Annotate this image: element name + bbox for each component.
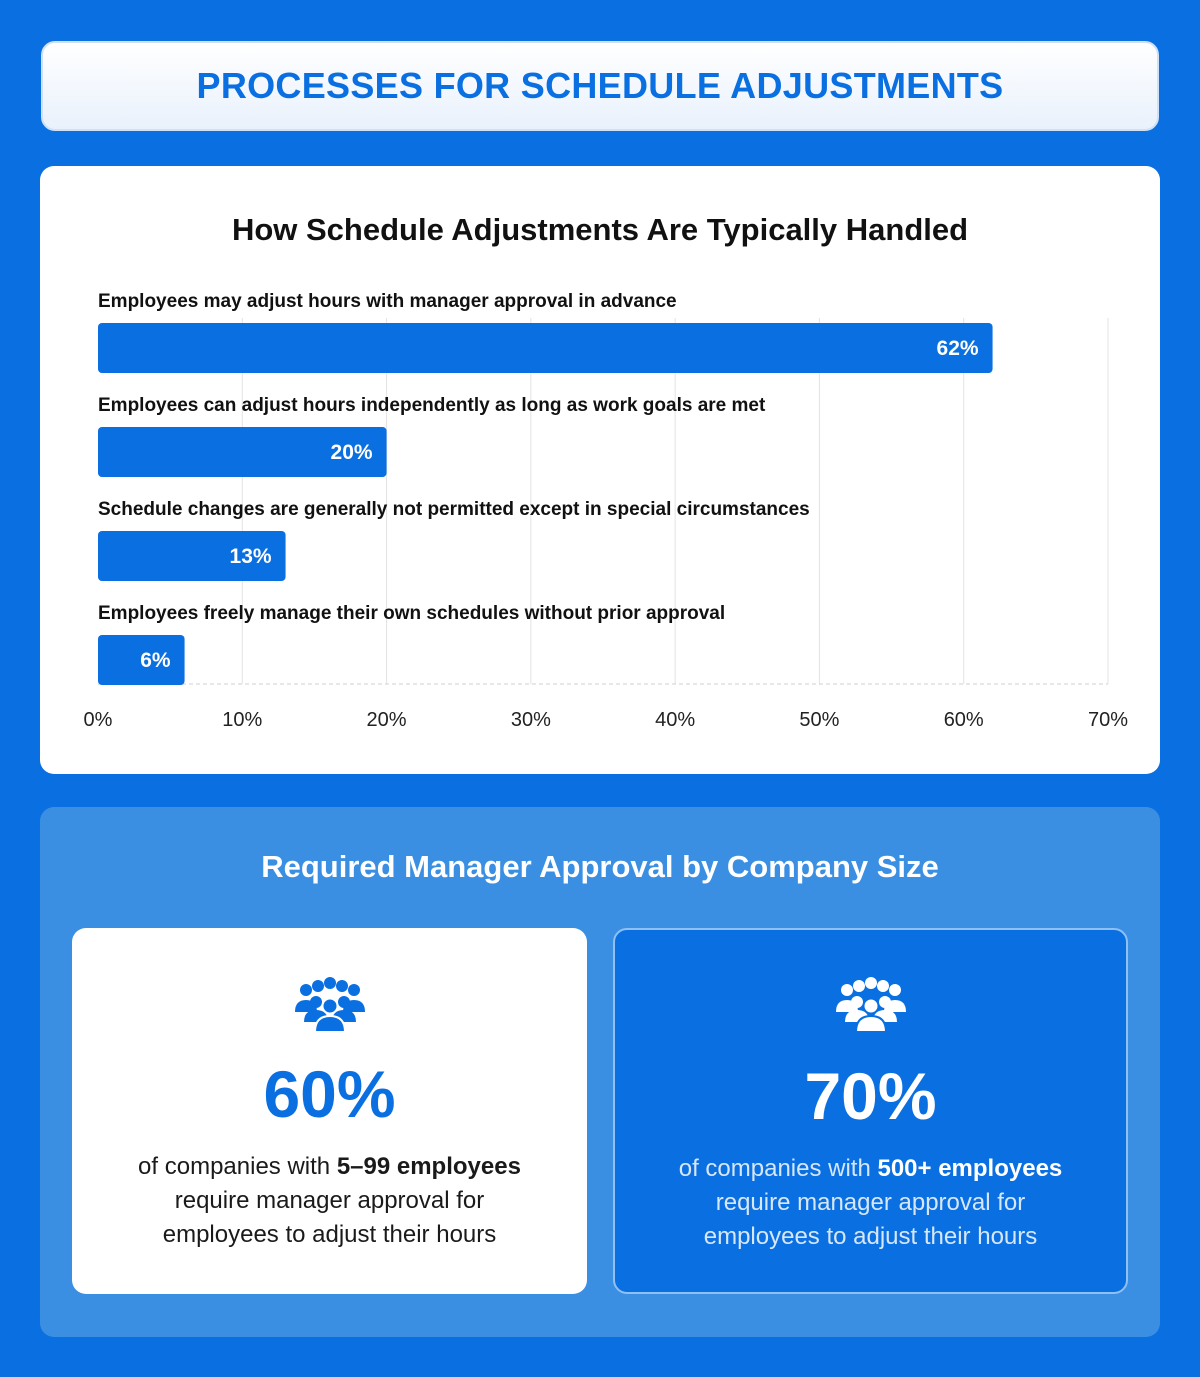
x-tick-label: 10%: [222, 709, 262, 731]
bar: [98, 531, 286, 581]
category-label: Employees can adjust hours independently…: [98, 395, 766, 416]
company-size-title: Required Manager Approval by Company Siz…: [261, 849, 939, 884]
x-tick-label: 60%: [944, 709, 984, 731]
data-label: 13%: [230, 545, 272, 568]
bar-chart: Employees may adjust hours with manager …: [84, 291, 1129, 731]
x-tick-label: 20%: [367, 709, 407, 731]
data-label: 20%: [331, 441, 373, 464]
stat-card-large-companies: 70% of companies with 500+ employees req…: [613, 928, 1128, 1294]
x-tick-label: 40%: [655, 709, 695, 731]
bar: [98, 323, 993, 373]
category-label: Employees may adjust hours with manager …: [98, 291, 677, 312]
people-group-icon: [835, 977, 906, 1032]
page-title: PROCESSES FOR SCHEDULE ADJUSTMENTS: [196, 65, 1004, 106]
x-tick-label: 50%: [799, 709, 839, 731]
bar: [98, 635, 185, 685]
stat-card-small-companies: 60% of companies with 5–99 employees req…: [72, 928, 587, 1294]
people-group-icon: [294, 977, 365, 1032]
chart-title: How Schedule Adjustments Are Typically H…: [231, 212, 969, 247]
stat-value: 70%: [804, 1059, 937, 1133]
stat-value: 60%: [263, 1057, 396, 1131]
category-label: Employees freely manage their own schedu…: [98, 603, 725, 624]
x-tick-label: 30%: [511, 709, 551, 731]
x-tick-label: 70%: [1088, 709, 1128, 731]
category-label: Schedule changes are generally not permi…: [98, 499, 810, 520]
stat-description: of companies with 5–99 employees require…: [138, 1153, 521, 1248]
bar: [98, 427, 387, 477]
stat-description: of companies with 500+ employees require…: [678, 1155, 1063, 1250]
header-banner: PROCESSES FOR SCHEDULE ADJUSTMENTS: [41, 41, 1159, 131]
data-label: 6%: [140, 649, 171, 672]
x-tick-label: 0%: [84, 709, 113, 731]
data-label: 62%: [937, 337, 979, 360]
